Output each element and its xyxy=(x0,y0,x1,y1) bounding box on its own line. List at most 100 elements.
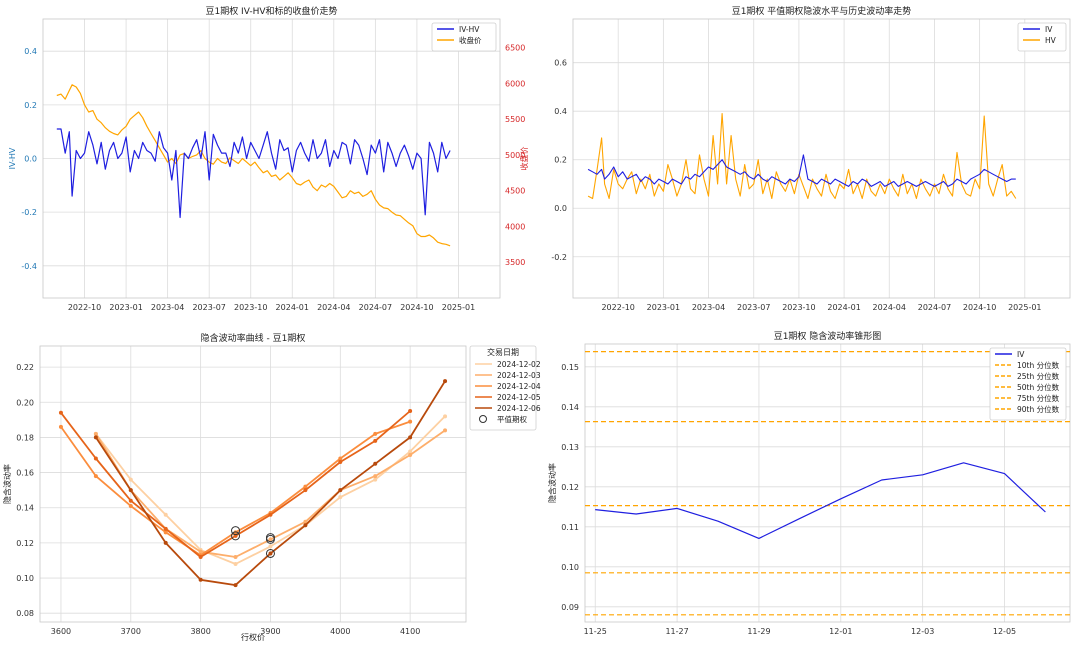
chart3-point xyxy=(268,551,273,556)
chart3-point xyxy=(233,554,238,559)
chart4-legend-entry: 75th 分位数 xyxy=(1017,393,1060,403)
chart3-point xyxy=(233,561,238,566)
chart1-y2-tick-label: 6000 xyxy=(505,79,525,88)
chart2-series-iv xyxy=(587,154,1016,187)
chart3-point xyxy=(408,449,413,454)
chart4-y-tick-label: 0.12 xyxy=(561,483,579,492)
chart3-legend-entry: 2024-12-02 xyxy=(497,360,541,369)
chart3-point xyxy=(128,477,133,482)
chart3-y-tick-label: 0.18 xyxy=(16,433,34,442)
chart2-x-tick-label: 2023-10 xyxy=(782,303,815,312)
chart3-point xyxy=(128,498,133,503)
chart3-point xyxy=(198,549,203,554)
chart3-legend-title: 交易日期 xyxy=(487,347,519,357)
chart3-point xyxy=(233,583,238,588)
chart2-x-tick-label: 2023-04 xyxy=(692,303,725,312)
chart2-legend xyxy=(1017,22,1067,52)
chart4-x-tick-label: 12-05 xyxy=(993,627,1016,636)
chart4-series-iv xyxy=(595,462,1046,540)
chart2-x-tick-label: 2023-01 xyxy=(647,303,680,312)
chart4-x-tick-label: 12-01 xyxy=(829,627,852,636)
chart3-point xyxy=(303,523,308,528)
chart3-y-tick-label: 0.10 xyxy=(16,574,34,583)
chart4-ylabel: 隐含波动率 xyxy=(547,463,557,503)
chart1-x-tick-label: 2023-04 xyxy=(151,303,184,312)
chart3-point xyxy=(163,526,168,531)
chart3-point xyxy=(408,452,413,457)
chart4-legend-entry: 25th 分位数 xyxy=(1017,371,1060,381)
chart1-y2-tick-label: 4000 xyxy=(505,222,525,231)
chart3-atm-marker xyxy=(231,531,241,541)
chart1-x-tick-label: 2024-07 xyxy=(359,303,392,312)
chart3-point xyxy=(373,461,378,466)
chart3-point xyxy=(373,477,378,482)
chart1-frame xyxy=(42,18,501,299)
chart3-point xyxy=(93,456,98,461)
chart3-point xyxy=(163,530,168,535)
chart3-legend-marker xyxy=(479,415,487,423)
chart3-x-tick-label: 3900 xyxy=(260,627,280,636)
chart4-y-tick-label: 0.10 xyxy=(561,563,579,572)
chart3-atm-marker xyxy=(265,548,275,558)
chart3-atm-marker xyxy=(265,534,275,544)
chart3-point xyxy=(373,431,378,436)
chart2-group: 豆1期权 平值期权隐波水平与历史波动率走势 2022-10 2023-01 2023-… xyxy=(551,5,1071,312)
chart4-legend-entry: 90th 分位数 xyxy=(1017,404,1060,414)
chart1-x-tick-label: 2024-10 xyxy=(400,303,433,312)
chart3-x-tick-label: 4100 xyxy=(400,627,420,636)
chart1-x-tick-label: 2024-04 xyxy=(317,303,350,312)
chart1-x-tick-label: 2025-01 xyxy=(442,303,475,312)
chart3-point xyxy=(408,435,413,440)
chart3-point xyxy=(373,474,378,479)
chart1-title: 豆1期权 IV-HV和标的收盘价走势 xyxy=(205,5,337,17)
chart2-x-tick-label: 2025-01 xyxy=(1008,303,1041,312)
chart1-y2label: 收盘价 xyxy=(519,147,529,171)
chart3-frame xyxy=(39,345,467,623)
chart1-y2-tick-label: 5500 xyxy=(505,115,525,124)
chart3-point xyxy=(338,460,343,465)
chart3-point xyxy=(443,379,448,384)
chart3-point xyxy=(408,409,413,414)
chart3-point xyxy=(93,435,98,440)
chart3-point xyxy=(303,488,308,493)
chart4-y-tick-label: 0.15 xyxy=(561,363,579,372)
chart3-point xyxy=(268,544,273,549)
chart3-legend xyxy=(469,345,537,431)
chart3-point xyxy=(198,577,203,582)
chart3-point xyxy=(93,431,98,436)
chart4-y-tick-label: 0.14 xyxy=(561,403,579,412)
chart4-legend-entry: IV xyxy=(1017,350,1025,359)
chart2-y-tick-label: 0.2 xyxy=(554,156,567,165)
chart1-y2-tick-label: 4500 xyxy=(505,187,525,196)
chart2-x-tick-label: 2024-04 xyxy=(873,303,906,312)
chart3-point xyxy=(58,424,63,429)
chart1-group: 豆1期权 IV-HV和标的收盘价走势 2022-10 2023-01 2023-04 2… xyxy=(8,5,529,312)
chart3-point xyxy=(163,512,168,517)
chart3-legend-entry: 2024-12-06 xyxy=(497,404,541,413)
chart3-point xyxy=(128,503,133,508)
chart3-x-tick-label: 4000 xyxy=(330,627,350,636)
chart3-y-tick-label: 0.22 xyxy=(16,363,34,372)
chart4-x-tick-label: 11-25 xyxy=(584,627,607,636)
chart2-x-tick-label: 2024-01 xyxy=(827,303,860,312)
chart2-legend-entry: HV xyxy=(1045,36,1057,45)
chart3-point xyxy=(93,474,98,479)
chart3-y-tick-label: 0.08 xyxy=(16,609,34,618)
chart3-point xyxy=(58,410,63,415)
chart4-title: 豆1期权 隐含波动率锥形图 xyxy=(774,330,882,342)
chart3-point xyxy=(268,512,273,517)
chart4-y-tick-label: 0.09 xyxy=(561,603,579,612)
chart4-legend-entry: 10th 分位数 xyxy=(1017,360,1060,370)
chart1-x-tick-label: 2023-10 xyxy=(234,303,267,312)
chart2-x-tick-label: 2024-07 xyxy=(918,303,951,312)
chart3-point xyxy=(443,414,448,419)
chart4-y-tick-label: 0.13 xyxy=(561,443,579,452)
chart2-x-tick-label: 2023-07 xyxy=(737,303,770,312)
chart3-x-tick-label: 3700 xyxy=(121,627,141,636)
chart3-xlabel: 行权价 xyxy=(241,632,265,642)
chart3-point xyxy=(303,484,308,489)
chart1-y2-tick-label: 6500 xyxy=(505,44,525,53)
chart3-point xyxy=(268,537,273,542)
chart3-group: 隐含波动率曲线 - 豆1期权 3600 3700 3800 3900 4000 4100 0.… xyxy=(2,332,541,642)
